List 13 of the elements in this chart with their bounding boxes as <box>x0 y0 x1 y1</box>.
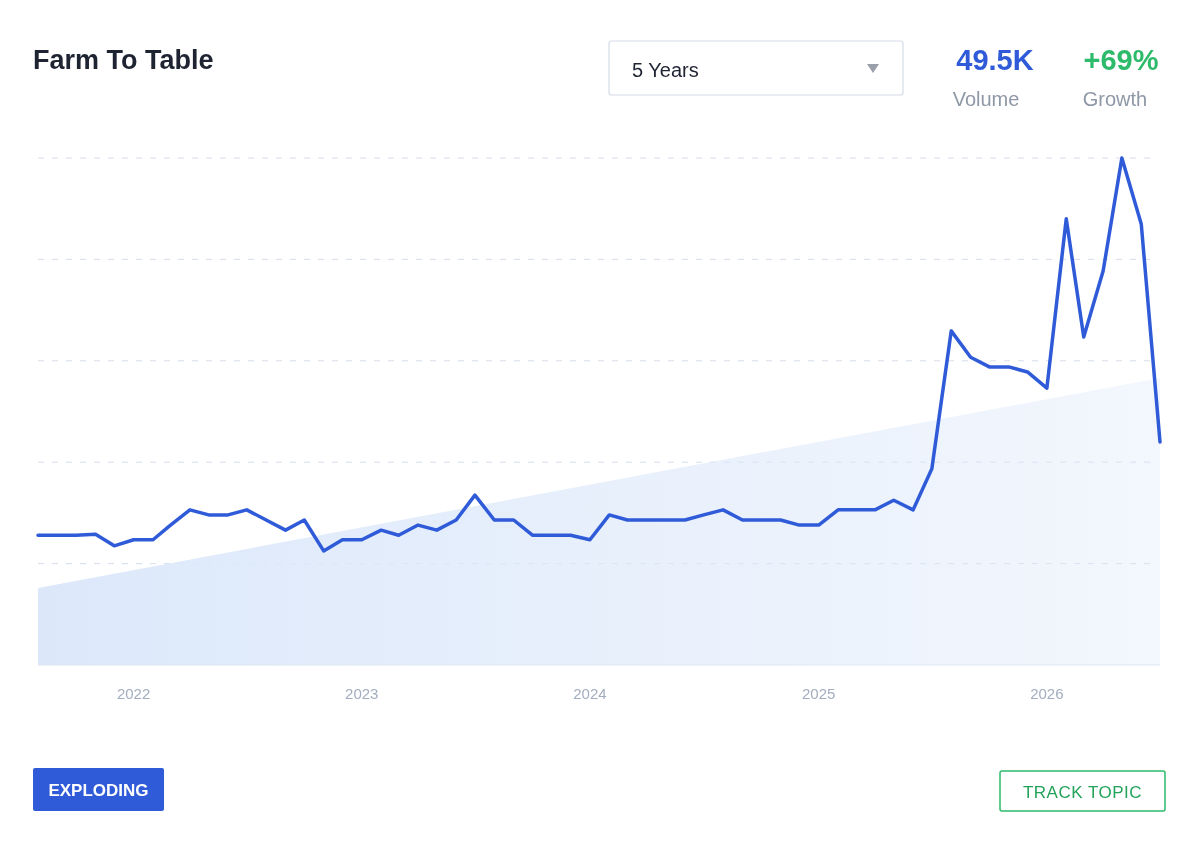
text: TRACK TOPIC <box>1022 783 1143 802</box>
text: 5 Years <box>632 59 699 81</box>
x-tick-label: 2022 <box>116 685 151 702</box>
chart-title: Farm To Table <box>33 45 214 75</box>
text: Growth <box>1082 88 1148 110</box>
x-tick-label: 2023 <box>345 685 379 702</box>
x-tick-label: 2025 <box>802 685 836 702</box>
text: 49.5K <box>956 44 1034 76</box>
text: +69% <box>1083 44 1159 76</box>
text: EXPLODING <box>48 781 149 800</box>
x-tick-label: 2024 <box>573 685 607 702</box>
x-tick-label: 2026 <box>1030 685 1064 702</box>
text: Volume <box>952 88 1020 110</box>
